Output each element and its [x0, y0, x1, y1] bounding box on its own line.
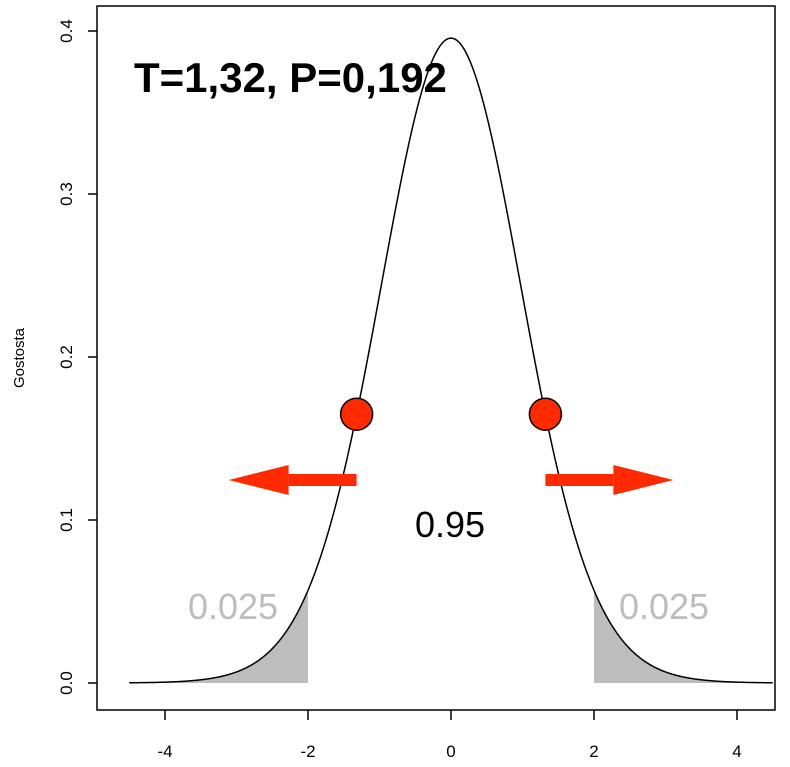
center-probability-label: 0.95 [415, 504, 485, 545]
observed-t-markers [339, 397, 563, 431]
x-tick-label: 0 [446, 742, 455, 761]
direction-arrows [228, 465, 674, 495]
y-tick-label: 0.3 [57, 182, 76, 206]
density-curve [129, 37, 773, 684]
observed-t-marker [339, 397, 374, 431]
right-tail-area [594, 590, 773, 683]
x-axis: -4 -2 0 2 4 [157, 710, 742, 761]
test-statistic-label: T=1,32, P=0,192 [134, 54, 447, 101]
right-tail-probability-label: 0.025 [619, 586, 709, 627]
y-tick-label: 0.1 [57, 508, 76, 532]
y-axis-label: Gostosta [11, 327, 28, 388]
x-tick-label: 2 [589, 742, 598, 761]
left-tail-probability-label: 0.025 [188, 586, 278, 627]
plot-frame [96, 5, 776, 711]
y-tick-label: 0.2 [57, 345, 76, 369]
x-tick-label: 4 [732, 742, 741, 761]
right-arrow-shaft [545, 474, 614, 486]
observed-t-marker [528, 397, 563, 431]
y-axis: 0.0 0.1 0.2 0.3 0.4 [57, 19, 97, 695]
x-tick-label: -4 [157, 742, 172, 761]
right-arrow-icon [613, 465, 674, 495]
left-arrow-shaft [288, 474, 357, 486]
left-tail-area [129, 590, 308, 683]
y-tick-label: 0.0 [57, 671, 76, 695]
y-tick-label: 0.4 [57, 19, 76, 43]
x-tick-label: -2 [300, 742, 315, 761]
left-arrow-icon [228, 465, 289, 495]
